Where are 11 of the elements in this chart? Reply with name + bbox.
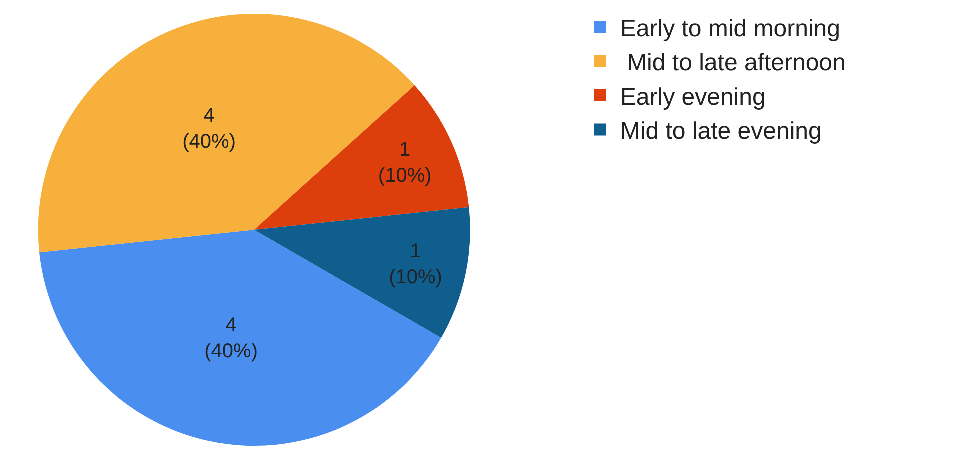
pie-slice xyxy=(40,230,442,446)
legend-label: Mid to late evening xyxy=(620,118,822,146)
legend-label: Early evening xyxy=(620,84,766,111)
legend-label: Early to mid morning xyxy=(620,15,840,42)
data-label: 1 (10%) xyxy=(389,240,442,288)
legend-label: Mid to late afternoon xyxy=(620,50,846,77)
data-label: 4 (40%) xyxy=(204,314,258,362)
pie-slice xyxy=(254,85,470,230)
data-label: 4 (40%) xyxy=(182,104,236,153)
data-label: 1 (10%) xyxy=(378,138,432,187)
pie-slice xyxy=(254,207,470,338)
